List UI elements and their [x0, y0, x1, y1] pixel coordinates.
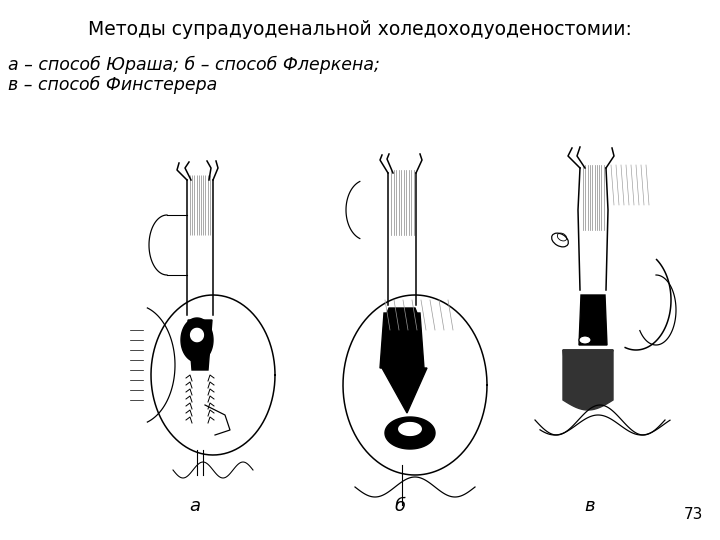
Ellipse shape [579, 336, 591, 344]
Polygon shape [387, 308, 417, 313]
Polygon shape [191, 328, 204, 342]
Polygon shape [188, 320, 212, 370]
Text: в: в [585, 497, 595, 515]
Polygon shape [579, 295, 607, 345]
Text: а – способ Юраша; б – способ Флеркена;: а – способ Юраша; б – способ Флеркена; [8, 56, 380, 74]
Polygon shape [399, 423, 421, 435]
Ellipse shape [194, 353, 204, 360]
Text: а: а [189, 497, 200, 515]
Text: Методы супрадуоденальной холедоходуоденостомии:: Методы супрадуоденальной холедоходуодено… [88, 20, 632, 39]
Text: 73: 73 [683, 507, 703, 522]
Polygon shape [563, 350, 613, 395]
Polygon shape [382, 368, 427, 413]
Polygon shape [385, 417, 435, 449]
Polygon shape [380, 313, 424, 368]
Text: в – способ Финстерера: в – способ Финстерера [8, 76, 217, 94]
Polygon shape [563, 350, 613, 410]
Polygon shape [181, 318, 213, 362]
Text: б: б [395, 497, 405, 515]
